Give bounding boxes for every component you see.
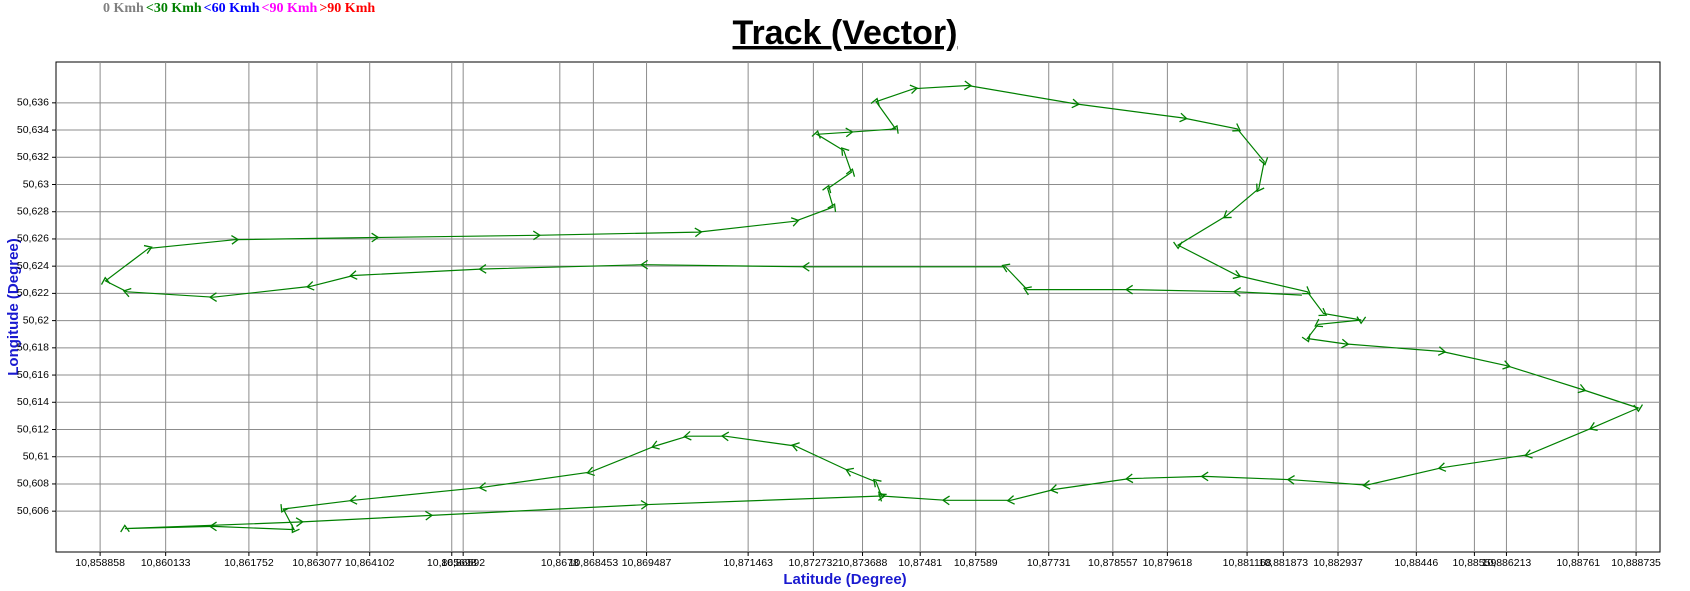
y-tick-label: 50,61	[23, 451, 49, 463]
legend-entry: <60 Kmh	[204, 1, 260, 16]
x-tick-label: 10,8678	[541, 557, 579, 569]
legend-entry: 0 Kmh	[103, 1, 144, 16]
y-tick-label: 50,63	[23, 178, 49, 190]
x-tick-label: 10,873688	[838, 557, 888, 569]
y-tick-label: 50,606	[17, 505, 49, 517]
legend-entry: >90 Kmh	[319, 1, 375, 16]
x-tick-label: 10,87589	[954, 557, 998, 569]
y-tick-label: 50,614	[17, 396, 49, 408]
y-tick-label: 50,632	[17, 151, 49, 163]
y-axis-title: Longitude (Degree)	[5, 238, 22, 376]
x-tick-label: 10,881168	[1223, 557, 1272, 569]
x-tick-label: 10,87481	[898, 557, 942, 569]
x-tick-label: 10,879618	[1143, 557, 1193, 569]
legend-entry: <90 Kmh	[262, 1, 318, 16]
x-tick-label: 10,861752	[224, 557, 274, 569]
x-tick-label: 10,87731	[1027, 557, 1071, 569]
y-tick-label: 50,608	[17, 478, 49, 490]
x-tick-label: 10,869487	[622, 557, 672, 569]
y-tick-label: 50,618	[17, 342, 49, 354]
x-axis-title: Latitude (Degree)	[783, 571, 906, 588]
x-tick-label: 10,88761	[1556, 557, 1600, 569]
legend-entry: <30 Kmh	[146, 1, 202, 16]
y-tick-label: 50,626	[17, 233, 49, 245]
x-tick-label: 10,863077	[292, 557, 342, 569]
x-tick-label: 10,858858	[75, 557, 125, 569]
x-tick-label: 10,886213	[1482, 557, 1532, 569]
y-tick-label: 50,628	[17, 206, 49, 218]
x-tick-label: 10,88559	[1453, 557, 1497, 569]
x-tick-label: 10,872732	[789, 557, 839, 569]
x-tick-label: 10,88446	[1394, 557, 1438, 569]
x-tick-label: 10,881873	[1258, 557, 1308, 569]
x-tick-label: 10,860133	[141, 557, 191, 569]
track-line	[100, 80, 1644, 534]
y-tick-label: 50,624	[17, 260, 49, 272]
y-tick-label: 50,634	[17, 124, 49, 136]
y-tick-label: 50,616	[17, 369, 49, 381]
chart-title: Track (Vector)	[733, 14, 958, 52]
x-tick-label: 10,865698	[427, 557, 477, 569]
y-tick-label: 50,62	[23, 314, 49, 326]
x-tick-label: 10,878557	[1088, 557, 1138, 569]
y-tick-label: 50,622	[17, 287, 49, 299]
y-tick-label: 50,612	[17, 423, 49, 435]
x-tick-label: 10,864102	[345, 557, 395, 569]
plot-area	[55, 61, 1661, 553]
x-tick-label: 10,871463	[723, 557, 773, 569]
x-tick-label: 10,86592	[441, 557, 485, 569]
x-tick-label: 10,882937	[1313, 557, 1363, 569]
x-tick-label: 10,868453	[569, 557, 619, 569]
x-tick-label: 10,888735	[1611, 557, 1661, 569]
y-tick-label: 50,636	[17, 97, 49, 109]
